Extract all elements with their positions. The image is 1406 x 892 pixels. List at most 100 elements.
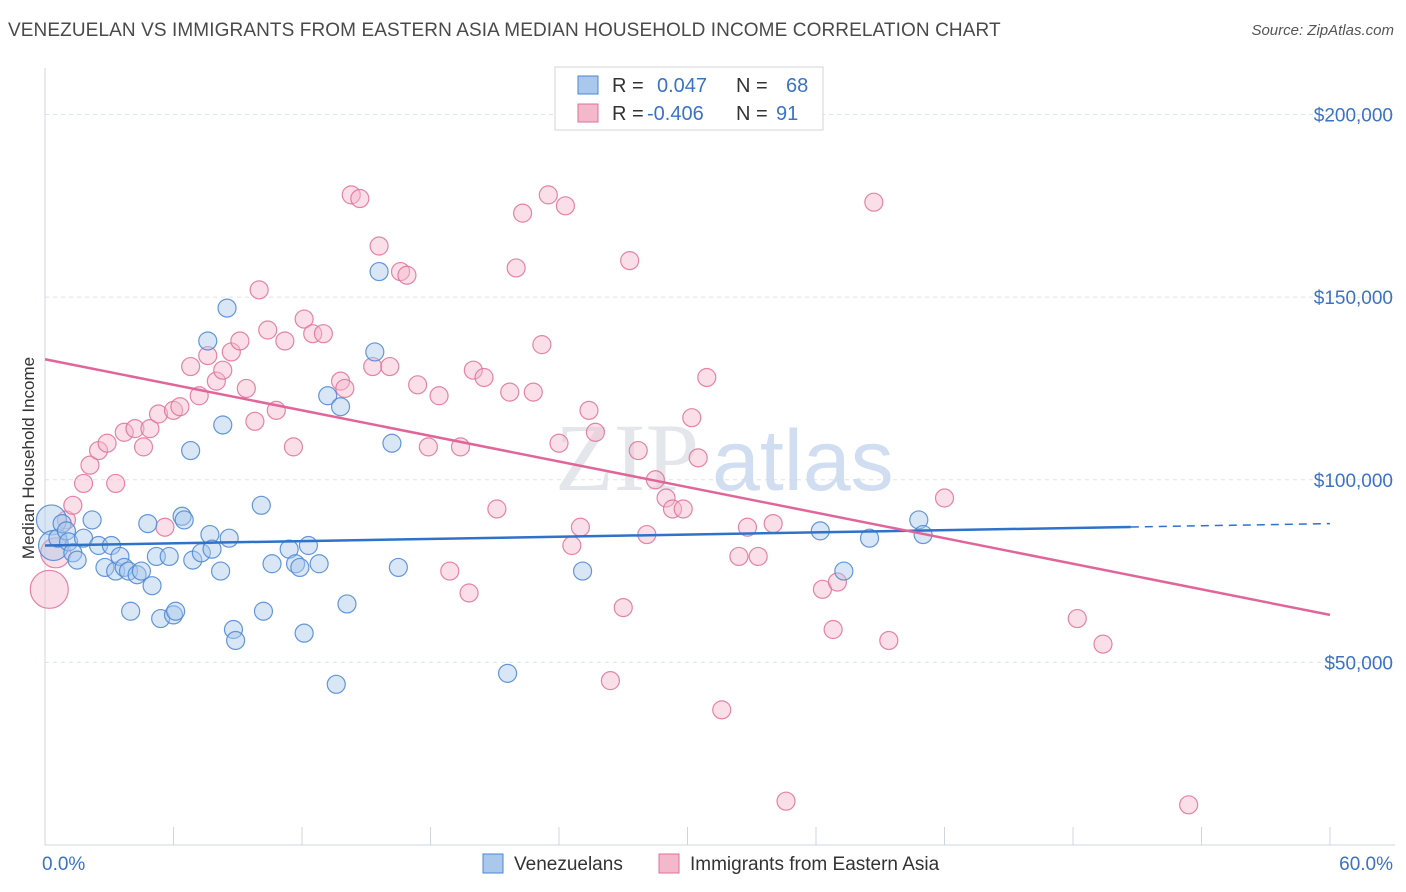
data-point-eastern-asia bbox=[350, 188, 370, 209]
trend-lines bbox=[44, 358, 1331, 617]
x-tick-labels: 0.0% 60.0% bbox=[42, 854, 1393, 875]
data-point-eastern-asia bbox=[512, 203, 533, 223]
data-point-venezuelans bbox=[382, 433, 402, 453]
trend-line-venezuelans bbox=[44, 525, 1131, 547]
data-point-venezuelans bbox=[142, 576, 162, 596]
data-point-venezuelans bbox=[110, 546, 130, 567]
data-point-eastern-asia bbox=[562, 535, 582, 556]
data-point-venezuelans bbox=[251, 495, 271, 515]
legend-r-label: R = bbox=[612, 75, 644, 97]
data-point-venezuelans bbox=[309, 554, 329, 574]
data-point-eastern-asia bbox=[313, 324, 334, 344]
data-point-venezuelans bbox=[326, 674, 346, 694]
data-point-eastern-asia bbox=[249, 280, 269, 300]
data-point-eastern-asia bbox=[213, 360, 233, 380]
data-point-venezuelans bbox=[159, 546, 179, 567]
data-point-venezuelans bbox=[217, 298, 237, 318]
data-point-eastern-asia bbox=[390, 261, 411, 282]
data-point-eastern-asia bbox=[397, 265, 417, 285]
bottom-legend: Venezuelans Immigrants from Eastern Asia bbox=[482, 853, 940, 875]
data-point-eastern-asia bbox=[737, 517, 758, 537]
data-point-eastern-asia bbox=[934, 488, 955, 508]
data-point-venezuelans bbox=[330, 397, 351, 417]
data-point-venezuelans bbox=[202, 539, 222, 559]
data-point-eastern-asia bbox=[729, 546, 749, 567]
bottom-legend-label-venezuelans: Venezuelans bbox=[514, 854, 623, 875]
data-point-venezuelans bbox=[365, 342, 385, 362]
data-point-venezuelans bbox=[67, 550, 87, 570]
data-point-eastern-asia bbox=[125, 419, 145, 439]
data-point-eastern-asia bbox=[236, 378, 256, 399]
data-point-eastern-asia bbox=[97, 433, 117, 453]
data-point-eastern-asia bbox=[712, 700, 732, 720]
legend-n-value: 91 bbox=[776, 103, 798, 125]
data-point-eastern-asia bbox=[570, 517, 591, 537]
data-point-venezuelans bbox=[290, 557, 310, 578]
data-point-venezuelans bbox=[810, 521, 830, 541]
data-point-eastern-asia bbox=[555, 196, 576, 216]
x-tick-label: 60.0% bbox=[1339, 854, 1393, 875]
data-point-eastern-asia bbox=[294, 309, 314, 329]
data-point-venezuelans bbox=[181, 440, 201, 461]
data-point-eastern-asia bbox=[155, 517, 175, 537]
data-point-eastern-asia bbox=[864, 192, 884, 212]
legend-r-label: R = bbox=[612, 103, 644, 125]
data-point-eastern-asia bbox=[163, 400, 184, 420]
y-tick-label: $50,000 bbox=[1324, 653, 1393, 674]
data-point-eastern-asia bbox=[500, 382, 520, 402]
data-point-eastern-asia bbox=[506, 258, 526, 278]
data-point-venezuelans bbox=[262, 554, 282, 574]
data-point-eastern-asia bbox=[613, 597, 633, 618]
y-axis-title: Median Household Income bbox=[19, 357, 38, 559]
legend-swatch-blue bbox=[577, 75, 599, 95]
data-point-eastern-asia bbox=[628, 440, 648, 461]
data-point-eastern-asia bbox=[181, 356, 201, 377]
data-point-eastern-asia bbox=[538, 185, 558, 205]
trend-line-eastern-asia bbox=[44, 358, 1331, 617]
data-point-venezuelans bbox=[253, 601, 274, 621]
y-tick-label: $150,000 bbox=[1314, 288, 1393, 309]
data-point-eastern-asia bbox=[474, 367, 494, 388]
data-point-venezuelans bbox=[198, 331, 218, 351]
data-point-eastern-asia bbox=[408, 375, 428, 395]
bottom-legend-label-eastern-asia: Immigrants from Eastern Asia bbox=[690, 854, 940, 875]
data-point-eastern-asia bbox=[133, 437, 154, 457]
data-point-eastern-asia bbox=[170, 397, 190, 417]
data-point-eastern-asia bbox=[656, 488, 676, 508]
data-point-eastern-asia bbox=[620, 251, 640, 271]
data-point-eastern-asia bbox=[662, 499, 683, 519]
x-tick-label: 0.0% bbox=[42, 854, 85, 875]
legend-r-value: 0.047 bbox=[657, 75, 707, 97]
data-point-eastern-asia bbox=[459, 583, 479, 603]
data-point-eastern-asia bbox=[823, 619, 843, 640]
data-point-venezuelans bbox=[219, 528, 239, 548]
data-point-eastern-asia bbox=[80, 455, 100, 475]
data-point-eastern-asia bbox=[418, 437, 438, 457]
data-point-eastern-asia bbox=[879, 630, 899, 651]
data-point-eastern-asia bbox=[697, 367, 717, 388]
data-point-eastern-asia bbox=[148, 404, 169, 424]
data-point-eastern-asia bbox=[29, 569, 69, 609]
data-point-eastern-asia bbox=[673, 499, 693, 519]
data-point-venezuelans bbox=[388, 557, 408, 578]
data-point-eastern-asia bbox=[303, 324, 323, 344]
legend-n-label: N = bbox=[736, 75, 768, 97]
data-point-eastern-asia bbox=[369, 236, 389, 256]
data-point-venezuelans bbox=[174, 510, 194, 530]
data-point-eastern-asia bbox=[114, 422, 134, 442]
data-point-eastern-asia bbox=[763, 513, 783, 534]
data-point-venezuelans bbox=[859, 528, 880, 548]
watermark-zip: ZIP bbox=[555, 404, 699, 511]
bottom-legend-swatch-blue bbox=[482, 853, 504, 874]
data-point-eastern-asia bbox=[380, 356, 400, 377]
axes bbox=[44, 68, 1395, 846]
data-point-venezuelans bbox=[138, 513, 158, 534]
data-point-eastern-asia bbox=[523, 382, 543, 402]
data-point-eastern-asia bbox=[429, 386, 449, 406]
watermark-atlas: atlas bbox=[712, 413, 894, 509]
data-point-venezuelans bbox=[337, 594, 357, 614]
y-tick-labels: $50,000 $100,000 $150,000 $200,000 bbox=[1314, 106, 1393, 675]
data-point-eastern-asia bbox=[106, 473, 126, 494]
y-tick-label: $100,000 bbox=[1314, 471, 1393, 492]
legend-n-label: N = bbox=[736, 103, 768, 125]
